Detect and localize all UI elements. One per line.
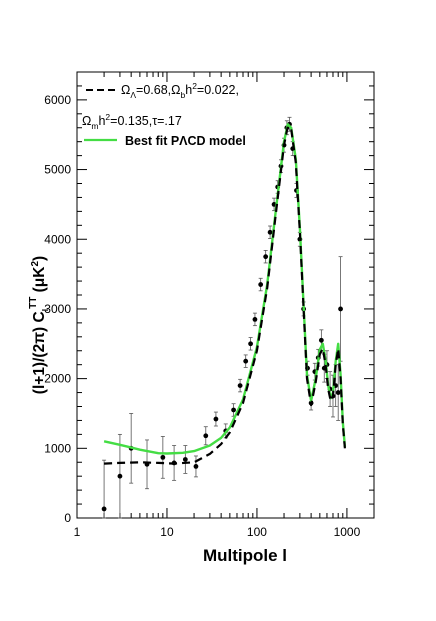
data-point: [193, 464, 199, 469]
data-point: [101, 506, 107, 512]
data-point: [335, 390, 341, 395]
y-tick-label: 3000: [44, 302, 71, 316]
legend-green-label: Best fit PΛCD model: [125, 134, 246, 148]
x-tick-label: 100: [247, 525, 267, 539]
data-point: [252, 316, 258, 322]
data-point: [258, 282, 264, 287]
legend-dashed-label-line2: Ωmh2=0.135,τ=.17: [82, 112, 182, 131]
x-tick-labels: 1 10 100 1000: [74, 525, 361, 539]
data-point: [248, 341, 253, 347]
data-point: [182, 457, 188, 462]
data-point: [237, 383, 243, 388]
y-tick-label: 5000: [44, 163, 71, 177]
data-point: [213, 416, 219, 422]
y-tick-label: 6000: [44, 93, 71, 107]
axis-ticks: [76, 72, 375, 519]
svg-text:(l+1)/(2π) ClTT (μK2): (l+1)/(2π) ClTT (μK2): [28, 256, 50, 394]
best-fit-model-line: [103, 123, 347, 455]
svg-text:Multipole l: Multipole l: [203, 546, 287, 565]
data-point: [231, 407, 236, 413]
y-tick-label: 1000: [44, 441, 71, 455]
data-point: [318, 337, 324, 343]
legend-dashed-label-line1: ΩΛ=0.68,Ωbh2=0.022,: [121, 81, 239, 100]
legend: ΩΛ=0.68,Ωbh2=0.022, Ωmh2=0.135,τ=.17 Bes…: [82, 81, 246, 148]
y-tick-label: 4000: [44, 232, 71, 246]
model-curves: [103, 123, 347, 465]
data-point: [338, 306, 343, 312]
y-axis-title: (l+1)/(2π) ClTT (μK2): [28, 256, 50, 394]
x-tick-label: 10: [160, 525, 174, 539]
data-point: [267, 229, 273, 235]
x-axis-title: Multipole l: [203, 546, 287, 565]
data-point: [160, 454, 166, 460]
data-point: [263, 254, 269, 260]
data-point: [203, 433, 209, 439]
x-tick-label: 1000: [334, 525, 361, 539]
observation-points: [101, 116, 343, 519]
data-point: [243, 358, 249, 364]
y-tick-label: 0: [64, 511, 71, 525]
y-tick-label: 2000: [44, 372, 71, 386]
y-tick-labels: 0 1000 2000 3000 4000 5000 6000: [44, 93, 71, 525]
dashed-model-line: [104, 125, 346, 465]
x-tick-label: 1: [74, 525, 81, 539]
data-point: [117, 473, 123, 479]
